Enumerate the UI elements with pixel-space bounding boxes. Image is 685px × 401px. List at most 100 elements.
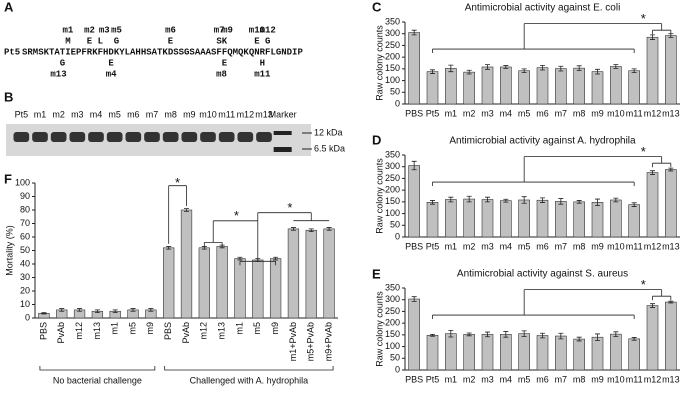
lane-label: m10	[199, 109, 217, 119]
bar	[252, 259, 264, 319]
significance: *	[287, 200, 292, 215]
error-bar	[503, 331, 509, 338]
mutation-residue: M	[65, 36, 70, 46]
x-tick-label: m9+PvAb	[323, 322, 333, 361]
error-bar	[576, 336, 582, 342]
bar	[408, 165, 420, 238]
error-bar	[77, 308, 83, 312]
x-tick-label: m5	[518, 108, 531, 118]
mutation-label: m10	[249, 25, 265, 35]
x-tick-label: m3	[481, 374, 494, 384]
y-tick-label: 300	[385, 161, 400, 171]
error-bar	[650, 170, 655, 175]
y-tick-label: 350	[385, 282, 400, 292]
gel-band	[13, 132, 30, 142]
error-bar	[290, 227, 296, 231]
bar	[463, 198, 475, 238]
mutation-residue: L	[98, 36, 103, 46]
error-bar	[613, 197, 619, 203]
x-tick-label: m7	[555, 108, 568, 118]
y-tick-label: 80	[20, 204, 30, 214]
error-bar	[650, 34, 655, 40]
x-tick-label: m1	[445, 241, 458, 251]
gel-band	[50, 132, 67, 142]
x-tick-label: m12	[644, 108, 662, 118]
x-tick-label: m4	[500, 374, 513, 384]
y-tick-label: 100	[385, 75, 400, 85]
bar	[481, 334, 494, 371]
mutation-label: m1	[62, 25, 73, 35]
bar	[555, 68, 567, 105]
y-tick-label: 40	[20, 258, 30, 268]
bar	[163, 247, 175, 319]
error-bar	[59, 308, 65, 312]
mutation-residue: E	[222, 58, 228, 68]
y-tick-label: 100	[385, 341, 400, 351]
y-tick-label: 60	[20, 231, 30, 241]
bar	[287, 228, 300, 319]
bar	[234, 258, 246, 319]
error-bar	[485, 331, 490, 338]
x-tick-label: m9	[591, 374, 604, 384]
error-bar	[41, 312, 47, 315]
group-bracket	[164, 366, 334, 371]
mutation-residue: E	[108, 58, 114, 68]
mutation-label: m3	[99, 25, 110, 35]
panel-letter: D	[372, 132, 381, 147]
y-tick-label: 20	[20, 285, 30, 295]
lane-label: Marker	[269, 109, 297, 119]
x-tick-label: PvAb	[181, 322, 191, 344]
bar	[591, 202, 604, 238]
x-tick-label: m1+PvAb	[288, 322, 298, 361]
lane-label: m7	[146, 109, 159, 119]
bar	[610, 66, 622, 105]
x-tick-label: m12	[644, 374, 662, 384]
y-tick-label: 150	[385, 196, 400, 206]
bar	[408, 298, 420, 371]
x-tick-label: m3	[481, 241, 494, 251]
y-tick-label: 350	[385, 149, 400, 159]
x-tick-label: m1	[110, 322, 120, 335]
y-tick-label: 350	[385, 16, 400, 26]
error-bar	[521, 196, 527, 204]
lane-label: m11	[218, 109, 235, 119]
chart-title: Antimicrobial activity against S. aureus	[457, 269, 628, 280]
error-bar	[631, 202, 637, 207]
error-bar	[466, 195, 472, 203]
error-bar	[411, 160, 417, 171]
error-bar	[558, 198, 564, 205]
x-tick-label: m12	[74, 322, 84, 340]
x-tick-label: m1	[445, 374, 458, 384]
mutation-label: m5	[111, 25, 122, 35]
error-bar	[448, 64, 454, 73]
bar	[500, 334, 512, 371]
lane-label: m1	[34, 109, 47, 119]
lane-label: m9	[183, 109, 196, 119]
mutation-label: m8	[216, 69, 227, 79]
x-tick-label: PBS	[405, 241, 423, 251]
bar	[198, 247, 210, 319]
x-tick-label: m6	[536, 108, 549, 118]
bar	[305, 229, 317, 319]
y-tick-label: 30	[20, 272, 30, 282]
bar	[408, 32, 420, 105]
error-bar	[595, 333, 600, 341]
error-bar	[613, 331, 619, 337]
panel-letter: C	[372, 0, 382, 14]
mutation-residue: E	[87, 36, 93, 46]
bar	[518, 70, 530, 105]
bar	[445, 199, 457, 238]
x-tick-label: m1	[234, 322, 244, 335]
x-tick-label: Pt5	[426, 241, 440, 251]
lane-label: m2	[52, 109, 65, 119]
mutation-residue: H	[260, 58, 265, 68]
group-label: No bacterial challenge	[53, 375, 142, 385]
x-tick-label: m9	[591, 108, 604, 118]
gel-band	[125, 132, 142, 142]
error-bar	[237, 256, 243, 261]
x-tick-label: m7	[555, 374, 568, 384]
y-tick-label: 0	[395, 98, 400, 108]
x-tick-label: m8	[573, 241, 586, 251]
bar	[536, 335, 549, 371]
